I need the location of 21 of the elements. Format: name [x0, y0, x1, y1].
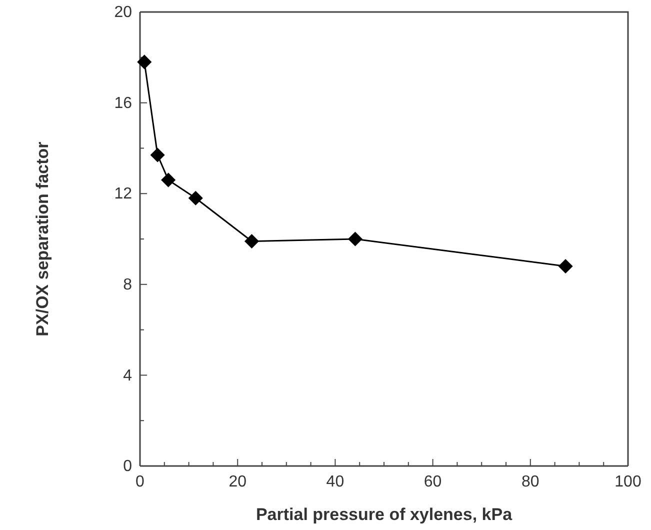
y-axis-title: PX/OX separation factor — [33, 141, 52, 336]
x-tick-label: 80 — [522, 474, 540, 491]
point — [161, 172, 176, 188]
x-axis-title: Partial pressure of xylenes, kPa — [256, 505, 513, 524]
point — [348, 232, 362, 246]
x-tick-label: 100 — [614, 474, 642, 491]
y-tick-label: 0 — [123, 458, 132, 476]
point — [558, 259, 573, 274]
y-tick-label: 4 — [123, 367, 132, 384]
point — [137, 54, 152, 70]
y-tick-label: 12 — [114, 186, 132, 203]
point — [244, 234, 259, 248]
y-tick-label: 20 — [114, 4, 132, 22]
x-tick-label: 0 — [136, 474, 145, 491]
x-tick-label: 60 — [424, 474, 442, 491]
x-tick-label: 20 — [228, 474, 247, 491]
point — [150, 148, 165, 162]
point — [188, 191, 203, 206]
x-tick-label: 40 — [326, 474, 344, 491]
y-tick-label: 8 — [123, 276, 132, 294]
y-tick-label: 16 — [114, 94, 132, 112]
